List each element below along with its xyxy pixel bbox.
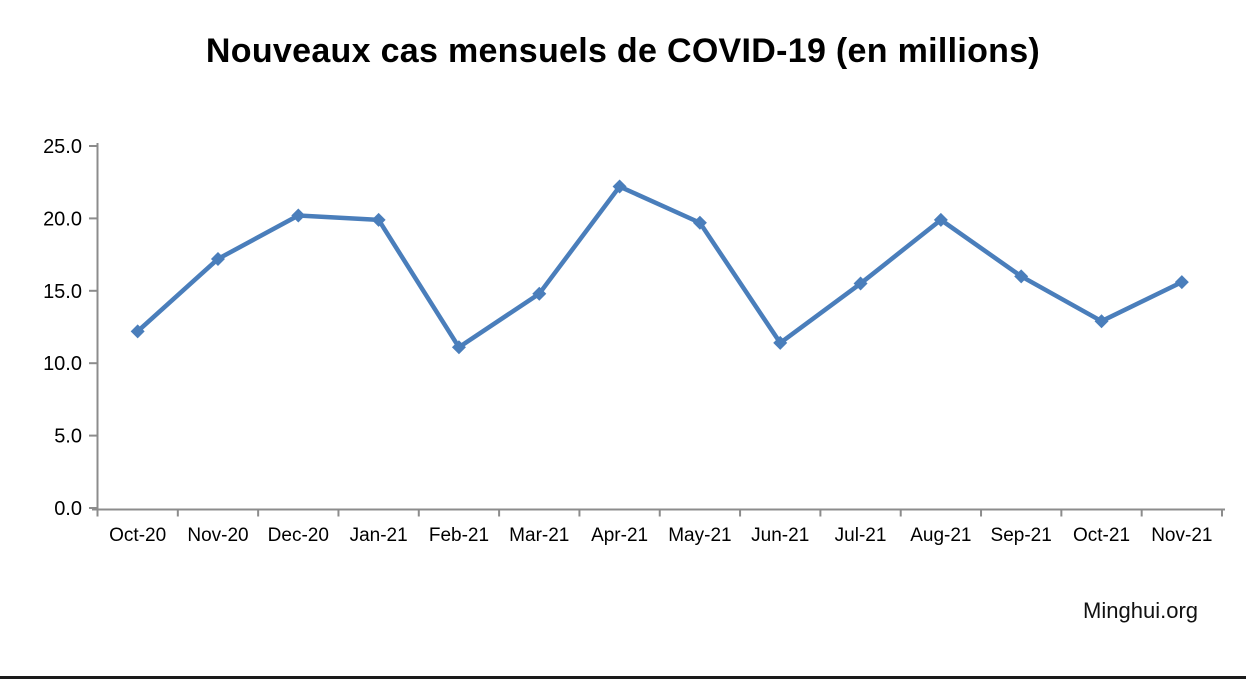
x-tick-label: Nov-21 <box>1151 525 1212 546</box>
data-point-marker <box>1174 275 1189 290</box>
x-tick-label: Oct-20 <box>109 525 166 546</box>
y-tick-label: 15.0 <box>43 281 82 303</box>
watermark-text: Minghui.org <box>1083 598 1198 623</box>
line-chart-plot: 0.0 5.0 10.0 15.0 20.0 25.0 Oct-20 Nov-20 Dec-20… <box>43 136 1225 546</box>
data-point-marker <box>1014 269 1029 284</box>
x-tick-label: May-21 <box>668 525 731 546</box>
y-tick-label: 0.0 <box>54 498 82 520</box>
y-tick-label: 25.0 <box>43 136 82 158</box>
chart-title: Nouveaux cas mensuels de COVID-19 (en mi… <box>205 32 1041 70</box>
data-point-marker <box>853 276 868 291</box>
data-point-marker <box>451 340 466 355</box>
data-point-marker <box>1094 314 1109 329</box>
x-tick-label: Jan-21 <box>350 525 408 546</box>
y-tick-label: 5.0 <box>54 426 82 448</box>
x-tick-label: Dec-20 <box>268 525 329 546</box>
x-tick-label: Nov-20 <box>187 525 248 546</box>
x-tick-label: Oct-21 <box>1073 525 1130 546</box>
x-tick-label: Jun-21 <box>751 525 809 546</box>
y-tick-label: 10.0 <box>43 353 82 375</box>
data-point-marker <box>371 212 386 227</box>
data-point-marker <box>291 208 306 223</box>
data-point-marker <box>692 215 707 230</box>
data-point-marker <box>773 335 788 350</box>
bottom-divider <box>0 676 1246 679</box>
data-point-marker <box>210 251 225 266</box>
data-point-marker <box>612 179 627 194</box>
x-tick-label: Jul-21 <box>835 525 887 546</box>
data-point-marker <box>130 324 145 339</box>
x-tick-label: Sep-21 <box>991 525 1052 546</box>
data-point-marker <box>933 212 948 227</box>
x-tick-label: Feb-21 <box>429 525 489 546</box>
data-point-marker <box>532 286 547 301</box>
x-tick-label: Apr-21 <box>591 525 648 546</box>
y-tick-label: 20.0 <box>43 208 82 230</box>
x-tick-label: Aug-21 <box>910 525 971 546</box>
x-tick-label: Mar-21 <box>509 525 569 546</box>
data-line <box>135 184 1185 350</box>
